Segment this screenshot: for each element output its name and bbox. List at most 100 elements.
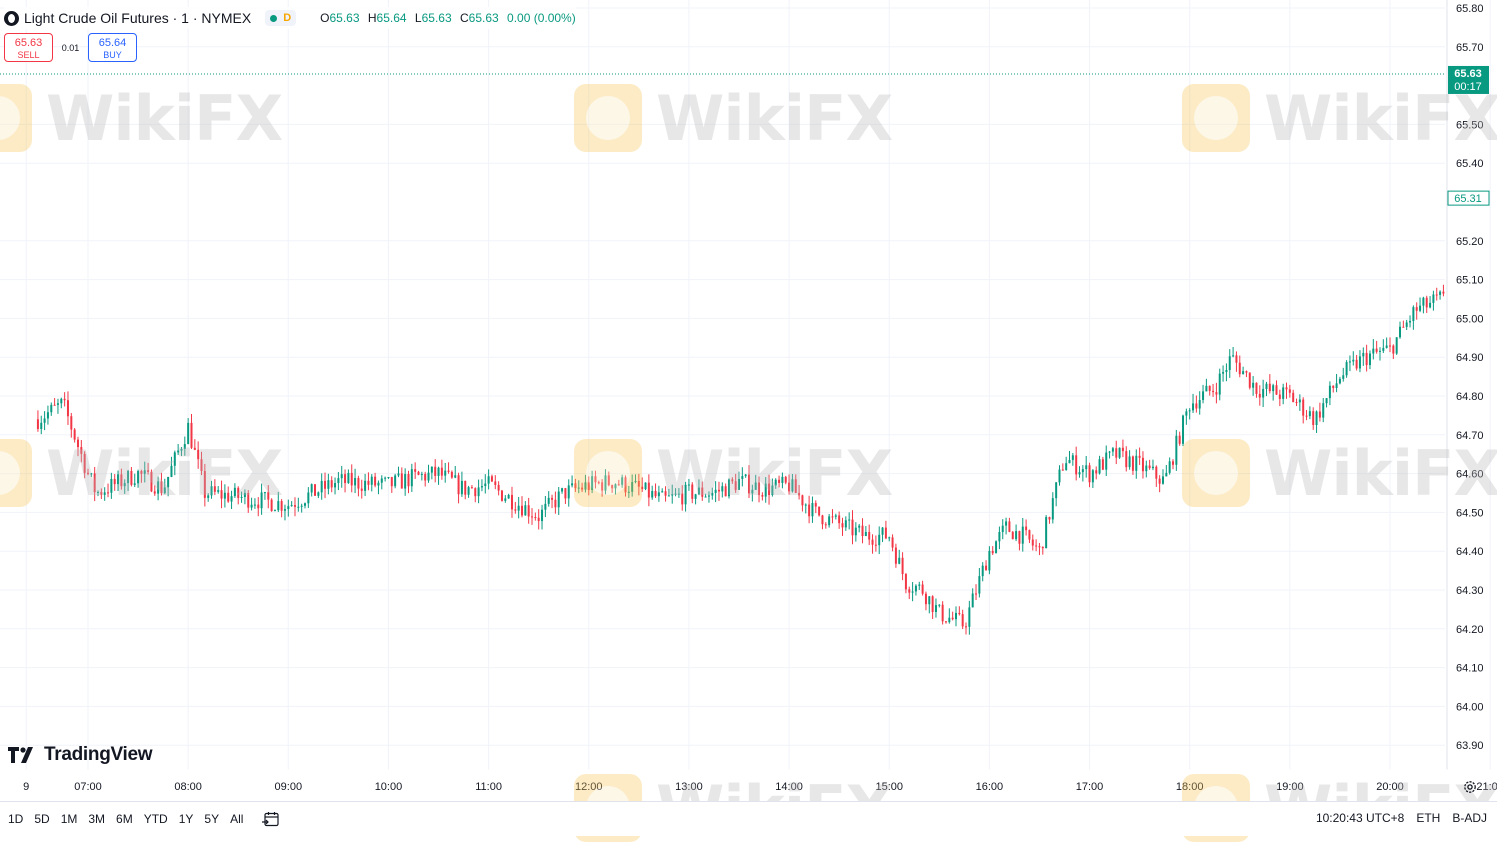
candle-body [1085,465,1088,470]
candle-body [43,418,46,423]
candle-body [734,481,737,490]
candle-body [1101,459,1104,470]
candle-body [714,489,717,493]
adjustment-toggle[interactable]: B-ADJ [1452,811,1487,825]
candle-body [193,447,196,450]
candle-body [1135,455,1138,471]
candle-body [921,584,924,594]
candle-body [1268,383,1271,392]
candle-body [347,472,350,484]
symbol-logo-icon [4,10,19,26]
candle-body [1322,403,1325,418]
candle-body [951,617,954,620]
tradingview-logo[interactable]: TradingView [8,744,153,766]
candle-body [861,525,864,537]
range-ytd[interactable]: YTD [143,812,168,826]
candle-body [517,505,520,511]
candle-body [324,480,327,489]
candle-body [143,470,146,474]
candle-body [551,497,554,500]
clock-timezone[interactable]: 10:20:43 UTC+8 [1315,811,1405,825]
buy-button[interactable]: 65.64 BUY [88,33,137,62]
settings-gear-icon[interactable] [1462,779,1478,795]
go-to-date-icon[interactable] [262,811,280,827]
candle-body [1382,347,1385,351]
candle-body [470,487,473,489]
candle-body [1005,521,1008,526]
candle-body [1215,392,1218,395]
candle-body [190,422,193,448]
candle-body [738,478,740,490]
candle-body [808,504,811,517]
range-6m[interactable]: 6M [116,812,133,826]
candle-body [1422,297,1425,306]
candle-body [1352,359,1355,362]
candle-body [250,504,253,508]
candle-body [80,447,83,454]
range-1m[interactable]: 1M [60,812,78,826]
candle-body [944,621,947,623]
symbol-header[interactable]: Light Crude Oil Futures · 1 · NYMEX D O6… [4,7,576,29]
candle-body [1051,498,1054,520]
candle-body [1419,305,1422,311]
symbol-title[interactable]: Light Crude Oil Futures · 1 · NYMEX [24,10,252,26]
grid [0,0,1491,770]
candle-body [697,487,700,495]
candle-body [681,493,684,505]
candle-body [771,485,774,496]
low-label: L [414,11,422,25]
candle-body [1205,385,1208,392]
range-3m[interactable]: 3M [88,812,106,826]
range-all[interactable]: All [230,812,244,826]
candle-body [1285,387,1288,390]
candle-body [454,475,457,478]
range-1d[interactable]: 1D [8,812,24,826]
candle-body [360,488,363,491]
candle-body [1258,393,1261,398]
candle-body [1315,411,1318,426]
candle-body [394,475,397,487]
candle-body [871,539,874,545]
candle-body [804,504,807,506]
candle-body [694,494,697,499]
range-5y[interactable]: 5Y [204,812,220,826]
candle-body [627,491,630,493]
candle-body [1025,526,1028,531]
sell-label: SELL [17,50,40,60]
bottom-toolbar: 1D 5D 1M 3M 6M YTD 1Y 5Y All 10:20:43 UT… [0,801,1497,836]
candle-body [1439,291,1442,295]
range-1y[interactable]: 1Y [178,812,194,826]
price-tick-label: 65.10 [1456,275,1484,287]
candle-body [73,429,76,440]
candle-body [878,534,881,546]
candle-body [307,492,310,504]
range-5d[interactable]: 5D [34,812,50,826]
candle-body [1338,378,1341,384]
time-tick-label: 10:00 [375,781,403,793]
close-value: 65.63 [468,11,499,25]
candle-body [901,557,904,575]
candle-body [150,471,153,492]
candle-body [781,476,784,483]
market-status[interactable]: D [265,10,297,26]
candle-body [380,478,383,483]
candle-body [287,506,290,510]
time-tick-label: 14:00 [775,781,803,793]
candle-body [1372,348,1375,354]
time-axis[interactable]: 9 07:00 08:00 09:00 10:00 11:00 12:00 13:00 14:0… [23,781,1497,793]
candle-body [327,480,330,489]
candle-body [217,490,220,492]
price-axis[interactable]: 65.80 65.70 65.50 65.40 65.20 65.10 65.00 64.90… [1456,3,1484,752]
sell-button[interactable]: 65.63 SELL [4,33,53,62]
candle-body [40,422,43,429]
candle-body [444,470,447,476]
candle-body [784,476,787,483]
session-toggle[interactable]: ETH [1416,811,1441,825]
candle-body [844,520,847,528]
candle-body [1265,383,1268,389]
candle-body [1131,456,1134,471]
candle-body [1385,345,1388,348]
candle-body [514,509,517,511]
